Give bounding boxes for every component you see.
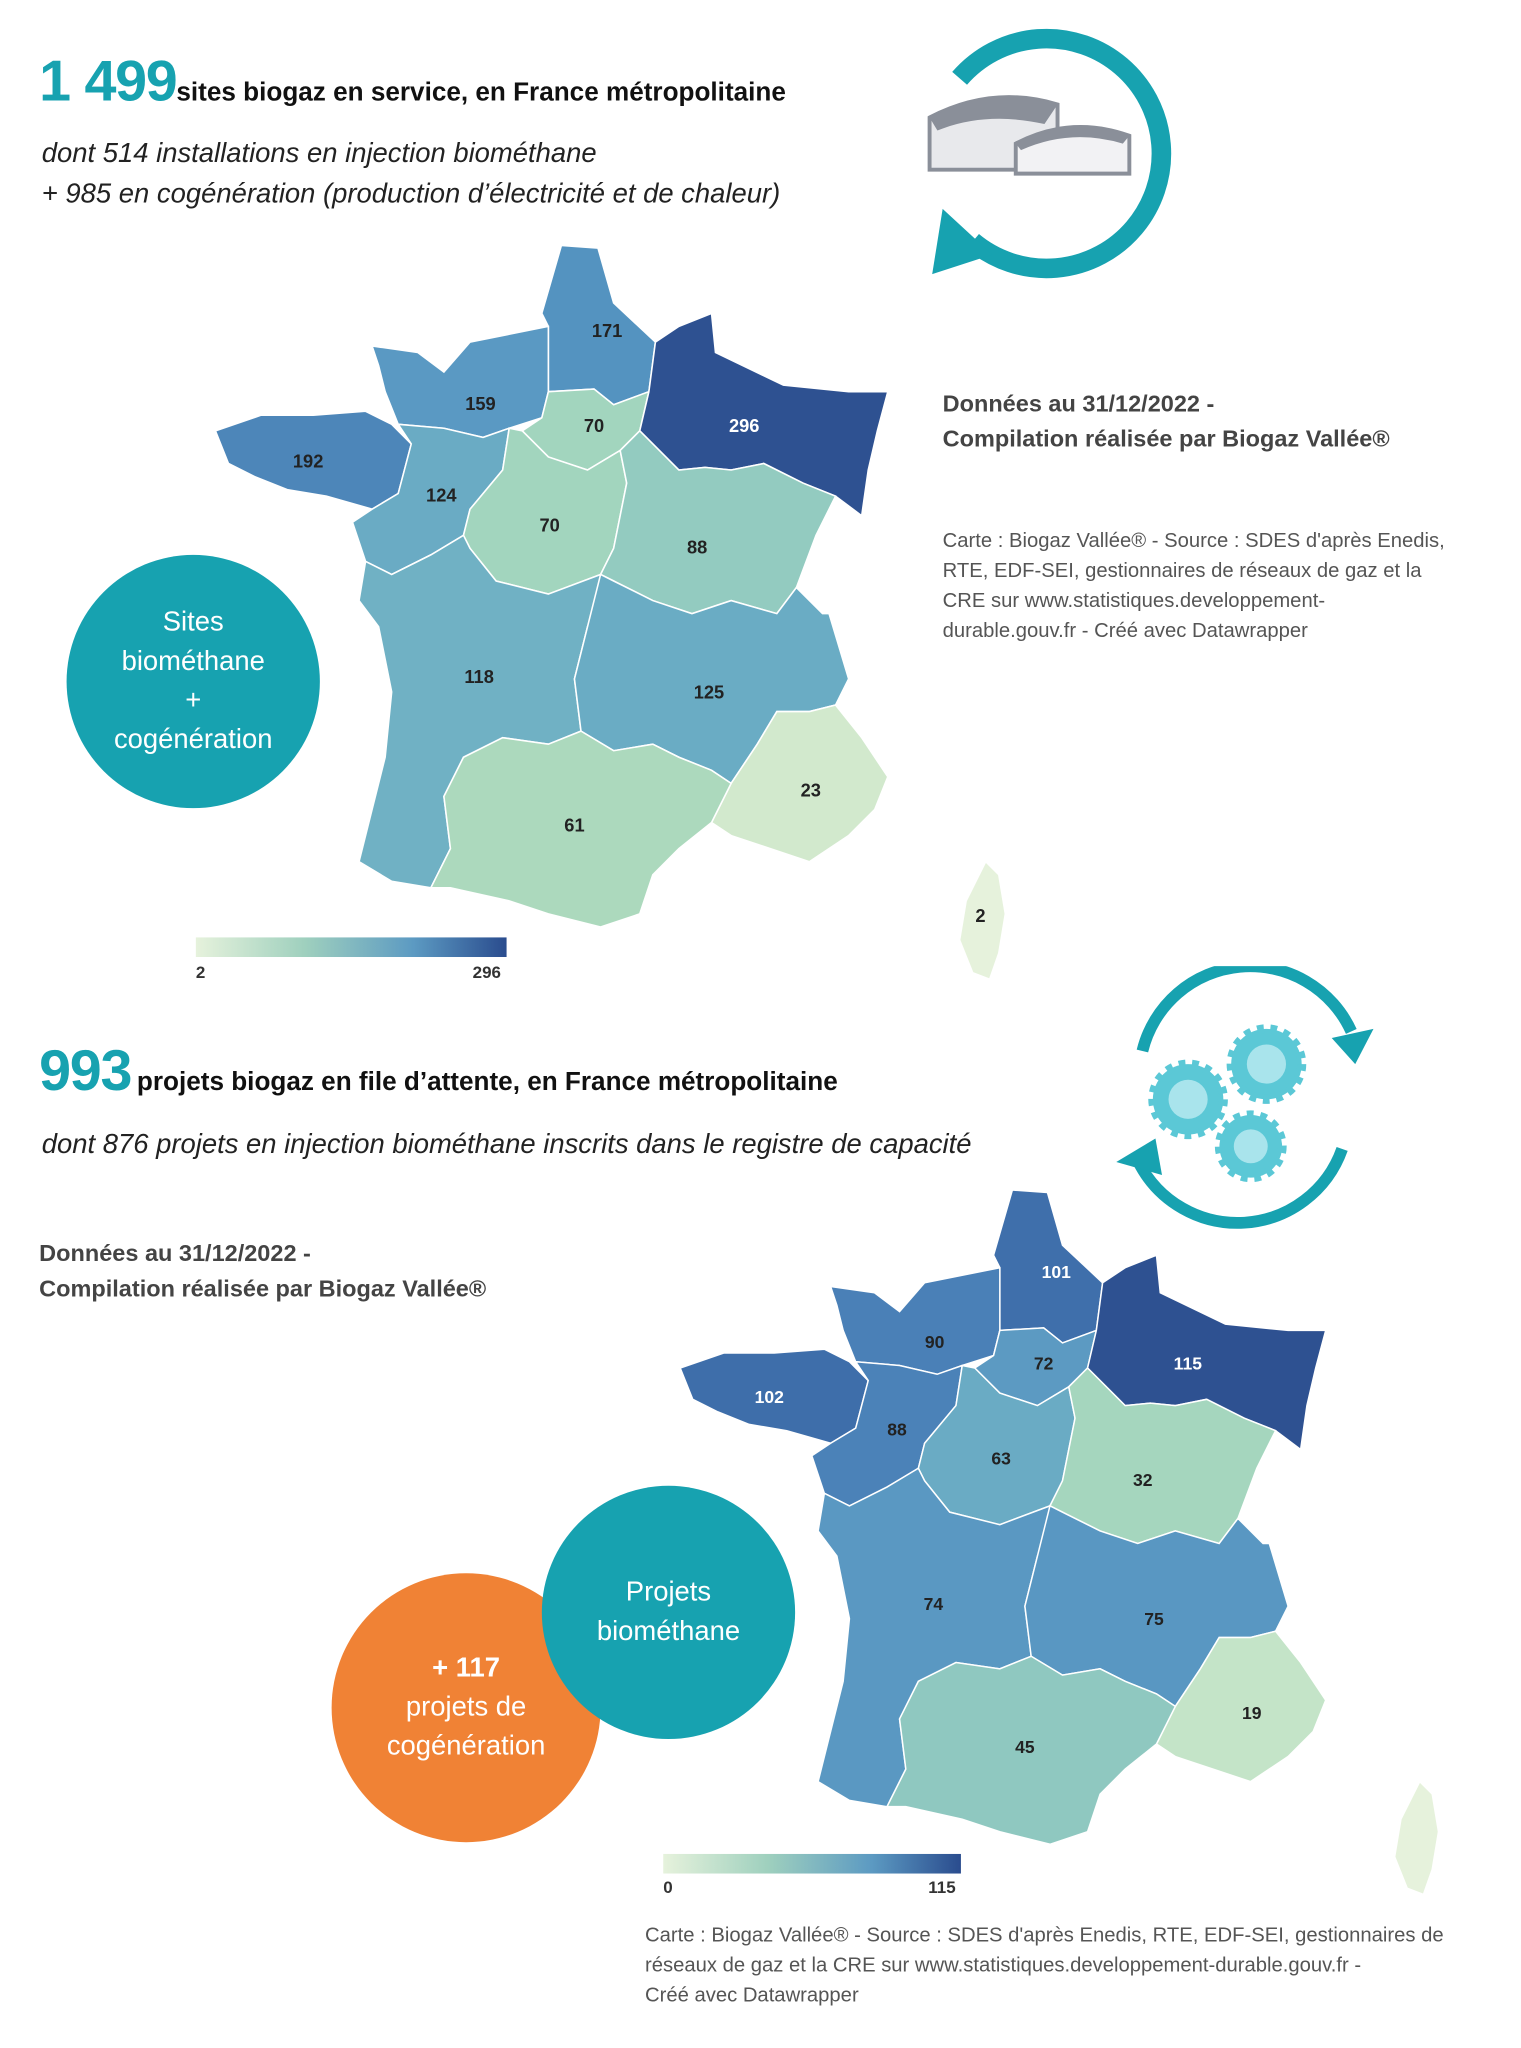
circle-line: biométhane (596, 1616, 741, 1647)
note-compilation: Compilation réalisée par Biogaz Vallée® (39, 1275, 487, 1302)
projects-headline: projets biogaz en file d’attente, en Fra… (136, 1067, 838, 1097)
region-value-label: 74 (924, 1594, 944, 1614)
region-value-label: 72 (1034, 1353, 1054, 1373)
source-line: durable.gouv.fr - Créé avec Datawrapper (942, 620, 1308, 643)
legend-max-2: 115 (928, 1877, 956, 1898)
biomethane-projects-badge: Projets biométhane (541, 1485, 796, 1740)
biogas-plant-cycle-icon (927, 28, 1172, 279)
region-value-label: 32 (1133, 1470, 1153, 1490)
region-value-label: 88 (687, 537, 707, 558)
region-value-label: 101 (1042, 1262, 1072, 1282)
source-line: CRE sur www.statistiques.developpement- (942, 590, 1326, 613)
gears-cycle-icon (1116, 966, 1374, 1229)
region-provence-alpes-cote-azur (1155, 1630, 1327, 1783)
sites-count: 1 499 (39, 49, 178, 114)
region-value-label: 2 (975, 905, 985, 926)
region-value-label: 90 (925, 1332, 945, 1352)
map-sites: 171 159 70 296 192 124 70 88 118 125 23 61 2 (214, 244, 1007, 981)
region-value-label: 70 (584, 415, 604, 436)
circle-line: + 117 (432, 1652, 501, 1683)
region-value-label: 102 (755, 1387, 785, 1407)
circle-line: projets de (405, 1692, 527, 1723)
circle-line: biométhane (121, 646, 265, 677)
projects-count: 993 (39, 1039, 132, 1104)
region-value-label: 296 (729, 415, 759, 436)
region-normandie (829, 1266, 1001, 1376)
legend-max-1: 296 (472, 962, 501, 982)
region-value-label: 88 (887, 1420, 907, 1440)
source-line: Carte : Biogaz Vallée® - Source : SDES d… (942, 530, 1445, 553)
region-value-label: 23 (801, 779, 821, 800)
sites-detail-1: dont 514 installations en injection biom… (41, 138, 597, 169)
circle-line: + (185, 685, 202, 716)
legend-min-2: 0 (663, 1877, 673, 1898)
legend-min-1: 2 (195, 962, 206, 982)
region-value-label: 125 (694, 681, 724, 702)
region-corse (1393, 1780, 1440, 1896)
circle-line: cogénération (386, 1731, 546, 1762)
note-date: Données au 31/12/2022 - (942, 390, 1215, 417)
section1-title: 1 499sites biogaz en service, en France … (39, 50, 786, 115)
region-value-label: 63 (991, 1449, 1011, 1469)
region-value-label: 115 (1174, 1353, 1203, 1373)
projects-detail: dont 876 projets en injection biométhane… (41, 1129, 972, 1160)
data-date-note-2: Données au 31/12/2022 - Compilation réal… (39, 1236, 486, 1307)
source-note-2: Carte : Biogaz Vallée® - Source : SDES d… (645, 1921, 1444, 2011)
sites-headline: sites biogaz en service, en France métro… (176, 78, 786, 108)
region-corse (958, 860, 1007, 981)
region-value-label: 45 (1015, 1737, 1035, 1757)
map-projects: 101 90 72 115 102 88 63 32 74 75 19 45 (679, 1189, 1440, 1896)
circle-line: Projets (625, 1577, 712, 1608)
region-value-label: 61 (564, 815, 584, 836)
legend-gradient-2 (663, 1853, 961, 1874)
region-value-label: 70 (539, 514, 559, 535)
circle-line: cogénération (113, 724, 273, 755)
region-occitanie (429, 730, 733, 928)
circle-line: Sites (162, 607, 224, 638)
region-value-label: 118 (464, 666, 493, 687)
region-value-label: 75 (1144, 1609, 1164, 1629)
region-occitanie (885, 1655, 1177, 1846)
legend-gradient-1 (195, 937, 507, 958)
region-normandie (370, 325, 550, 439)
note-compilation: Compilation réalisée par Biogaz Vallée® (942, 425, 1390, 452)
source-line: Carte : Biogaz Vallée® - Source : SDES d… (644, 1924, 1444, 1947)
note-date: Données au 31/12/2022 - (39, 1240, 311, 1267)
region-provence-alpes-cote-azur (710, 704, 889, 863)
region-value-label: 19 (1242, 1703, 1262, 1723)
source-note-1: Carte : Biogaz Vallée® - Source : SDES d… (943, 526, 1445, 646)
region-value-label: 124 (426, 484, 457, 505)
region-value-label: 171 (592, 320, 622, 341)
section2-title: 993 projets biogaz en file d’attente, en… (39, 1039, 838, 1104)
region-value-label: 192 (293, 450, 323, 471)
sites-circle-badge: Sites biométhane + cogénération (66, 554, 320, 809)
region-value-label: 159 (465, 393, 495, 414)
source-line: RTE, EDF-SEI, gestionnaires de réseaux d… (942, 560, 1422, 583)
sites-detail-2: + 985 en cogénération (production d’élec… (41, 178, 781, 209)
data-date-note-1: Données au 31/12/2022 - Compilation réal… (943, 386, 1390, 457)
source-line: réseaux de gaz et la CRE sur www.statist… (644, 1954, 1362, 1977)
source-line: Créé avec Datawrapper (644, 1984, 859, 2007)
